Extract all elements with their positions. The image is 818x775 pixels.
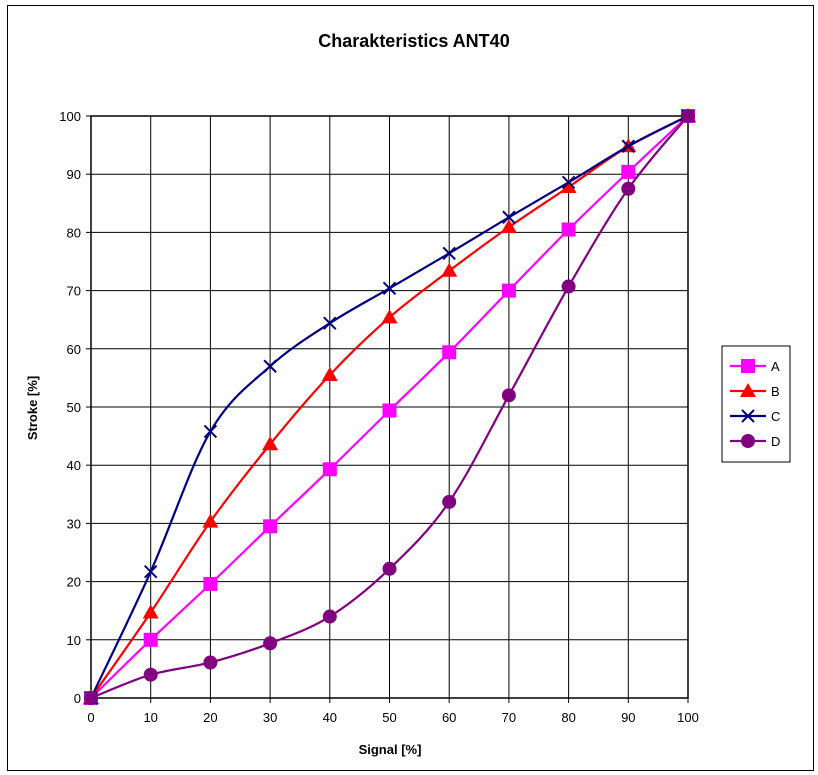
- legend-item-c: C: [730, 409, 780, 424]
- line-chart: Charakteristics ANT40 0 10 20 30 40 50 60 70 80 9…: [25, 31, 791, 757]
- x-tick-label: 40: [323, 710, 337, 725]
- series-b-point: [202, 513, 219, 528]
- series-c-point: [382, 281, 397, 295]
- series-c-point: [621, 139, 636, 153]
- series-a-point: [501, 283, 516, 298]
- y-tick-label: 0: [74, 691, 81, 706]
- y-tick-label: 40: [67, 458, 81, 473]
- x-tick-label: 100: [677, 710, 699, 725]
- chart-frame: Charakteristics ANT40 0 10 20 30 40 50 60 70 80 9…: [7, 5, 814, 771]
- legend-marker: [740, 383, 756, 397]
- series-c-point: [203, 424, 218, 439]
- x-tick-label: 70: [502, 710, 516, 725]
- legend-item-d: D: [730, 434, 780, 449]
- legend-marker: [741, 434, 755, 448]
- tick-labels: 0 10 20 30 40 50 60 70 80 90 100 0 10 20 30 40 50 60 70 80 9…: [59, 109, 699, 725]
- series-d-point: [442, 494, 457, 509]
- x-tick-label: 50: [382, 710, 396, 725]
- series-a-point: [203, 576, 218, 591]
- series-c-point: [323, 316, 337, 330]
- x-tick-label: 60: [442, 710, 456, 725]
- legend-label: A: [771, 359, 780, 374]
- series-d-point: [561, 279, 576, 294]
- y-tick-label: 50: [67, 400, 81, 415]
- series-b-point: [441, 262, 458, 277]
- series-a-point: [442, 345, 457, 360]
- series-d-point: [681, 109, 695, 123]
- y-tick-label: 90: [67, 167, 81, 182]
- y-tick-label: 20: [67, 575, 81, 590]
- x-tick-label: 30: [263, 710, 277, 725]
- series-a-point: [143, 632, 158, 647]
- series-group: [83, 108, 696, 705]
- series-b-point: [381, 309, 398, 324]
- series-d-point: [84, 691, 98, 705]
- legend-label: B: [771, 384, 780, 399]
- series-c-point: [502, 210, 516, 224]
- series-d-point: [621, 181, 636, 196]
- series-b-point: [262, 436, 279, 451]
- series-b-point: [321, 366, 338, 381]
- x-tick-label: 10: [143, 710, 157, 725]
- legend-marker: [741, 409, 755, 423]
- chart-title: Charakteristics ANT40: [318, 31, 509, 51]
- series-d-point: [501, 388, 516, 403]
- series-a-point: [322, 462, 337, 477]
- x-tick-label: 80: [561, 710, 575, 725]
- series-b-point: [142, 604, 159, 619]
- y-tick-label: 100: [59, 109, 81, 124]
- series-d-point: [263, 636, 278, 651]
- series-b-line: [90, 115, 689, 699]
- x-tick-label: 0: [87, 710, 94, 725]
- x-tick-label: 20: [203, 710, 217, 725]
- series-c-line: [90, 115, 689, 699]
- legend-item-a: A: [730, 359, 780, 374]
- series-c-point: [561, 175, 576, 190]
- y-tick-label: 30: [67, 516, 81, 531]
- series-d-point: [382, 561, 397, 576]
- series-a-point: [263, 519, 278, 534]
- x-axis-title: Signal [%]: [359, 742, 422, 757]
- series-c-point: [442, 246, 456, 261]
- series-b-point: [560, 179, 577, 194]
- series-a-point: [382, 403, 397, 418]
- legend-item-b: B: [730, 383, 780, 399]
- y-tick-label: 10: [67, 633, 81, 648]
- series-c-point: [263, 359, 277, 373]
- series-d-point: [322, 609, 337, 624]
- y-tick-label: 70: [67, 284, 81, 299]
- series-b: [83, 108, 696, 704]
- series-b-point: [500, 219, 517, 234]
- series-c-point: [143, 564, 158, 579]
- series-a-point: [621, 164, 636, 179]
- y-axis-title: Stroke [%]: [25, 376, 40, 440]
- y-tick-label: 80: [67, 225, 81, 240]
- legend-label: D: [771, 434, 780, 449]
- x-tick-label: 90: [621, 710, 635, 725]
- series-d-point: [143, 667, 158, 682]
- plot-area-border: [90, 115, 689, 699]
- legend-label: C: [771, 409, 780, 424]
- series-a-point: [561, 222, 576, 237]
- series-d-point: [203, 655, 218, 670]
- series-d: [84, 109, 695, 705]
- legend-marker: [741, 359, 755, 373]
- y-tick-label: 60: [67, 342, 81, 357]
